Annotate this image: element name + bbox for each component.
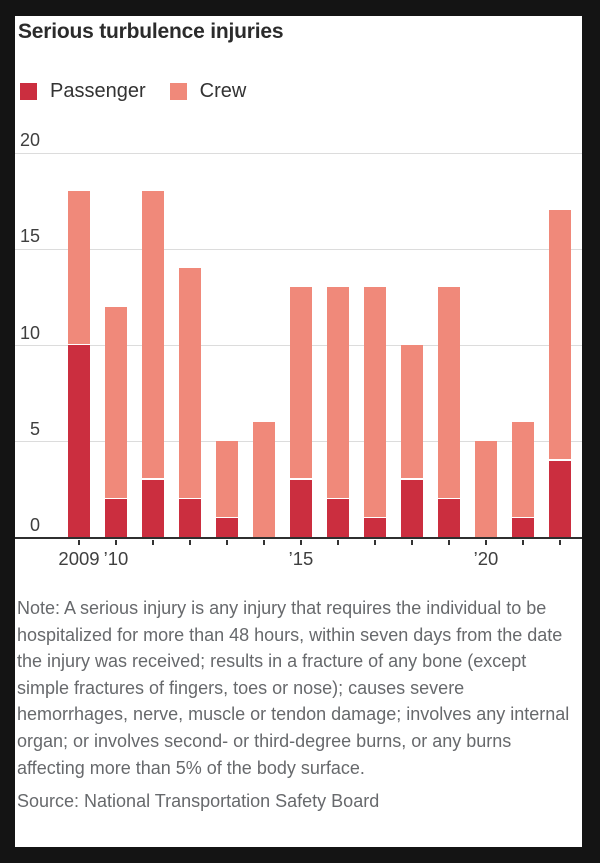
bar-2009-crew bbox=[68, 191, 90, 344]
x-tick-label-2020: ’20 bbox=[473, 547, 499, 569]
x-axis-tick-2019 bbox=[448, 539, 450, 545]
bar-2019-passenger bbox=[438, 499, 460, 538]
bar-2019-crew bbox=[438, 287, 460, 498]
bar-2011-crew bbox=[142, 191, 164, 479]
x-axis-tick-2012 bbox=[189, 539, 191, 545]
y-tick-label-5: 5 bbox=[29, 418, 40, 439]
bar-2015-passenger bbox=[290, 479, 312, 538]
chart-title: Serious turbulence injuries bbox=[18, 20, 284, 43]
bar-2009-passenger bbox=[68, 345, 90, 538]
x-axis-line bbox=[15, 537, 582, 539]
chart-card: Serious turbulence injuries Passenger Cre… bbox=[15, 16, 582, 847]
y-tick-label-0: 0 bbox=[29, 515, 40, 535]
legend-swatch-crew bbox=[169, 82, 187, 100]
bar-2022-crew bbox=[549, 210, 571, 460]
bar-2021-passenger bbox=[512, 518, 534, 538]
stacked-bar-chart: 0 5 10 15 20 2009’10 ’15 ’20 bbox=[15, 16, 582, 576]
bar-2012-passenger bbox=[179, 499, 201, 538]
x-tick-label-2009: 2009 bbox=[58, 547, 100, 569]
bar-2015-crew bbox=[290, 287, 312, 479]
bar-2014-crew bbox=[253, 422, 275, 538]
bar-2013-passenger bbox=[216, 518, 238, 538]
x-axis-tick-2016 bbox=[337, 539, 339, 545]
bar-2011-passenger bbox=[142, 479, 164, 538]
bar-2018-crew bbox=[401, 345, 423, 479]
note-text: Note: A serious injury is any injury tha… bbox=[17, 598, 570, 778]
bar-2010-passenger bbox=[105, 499, 127, 538]
gridline-15 bbox=[15, 248, 582, 250]
y-tick-label-15: 15 bbox=[19, 226, 40, 247]
bar-2016-crew bbox=[327, 287, 349, 498]
x-axis-tick-2013 bbox=[226, 539, 228, 545]
legend-label: Crew bbox=[199, 79, 247, 102]
x-axis-tick-2014 bbox=[263, 539, 265, 545]
bar-2010-crew bbox=[105, 306, 127, 498]
footnote-block: Note: A serious injury is any injury tha… bbox=[17, 595, 578, 814]
x-axis-tick-2010 bbox=[115, 539, 117, 545]
x-tick-label-2015: ’15 bbox=[288, 547, 314, 569]
x-axis-tick-2011 bbox=[152, 539, 154, 545]
y-tick-label-20: 20 bbox=[19, 130, 40, 151]
x-axis-tick-2018 bbox=[411, 539, 413, 545]
bar-2017-passenger bbox=[364, 518, 386, 538]
bar-2017-crew bbox=[364, 287, 386, 517]
x-tick-label-2010: ’10 bbox=[103, 547, 129, 569]
legend-swatch-passenger bbox=[20, 82, 37, 100]
bar-2021-crew bbox=[512, 422, 534, 517]
bar-2016-passenger bbox=[327, 499, 349, 538]
x-axis-tick-2020 bbox=[485, 539, 487, 545]
legend-item-crew: Crew bbox=[169, 79, 247, 103]
bar-2013-crew bbox=[216, 441, 238, 517]
legend-item-passenger: Passenger bbox=[20, 80, 146, 103]
legend: Passenger Crew bbox=[20, 79, 247, 103]
legend-label: Passenger bbox=[50, 79, 146, 102]
bar-2018-passenger bbox=[401, 479, 423, 538]
x-axis-tick-2009 bbox=[78, 539, 80, 545]
bar-2022-passenger bbox=[549, 460, 571, 538]
x-axis-tick-2017 bbox=[374, 539, 376, 545]
bar-2020-crew bbox=[475, 441, 497, 538]
gridline-20 bbox=[15, 152, 582, 154]
bar-2012-crew bbox=[179, 268, 201, 498]
x-axis-tick-2015 bbox=[300, 539, 302, 545]
source-text: Source: National Transportation Safety B… bbox=[17, 790, 380, 811]
x-axis-tick-2021 bbox=[522, 539, 524, 545]
x-axis-tick-2022 bbox=[559, 539, 561, 545]
y-tick-label-10: 10 bbox=[19, 322, 40, 343]
